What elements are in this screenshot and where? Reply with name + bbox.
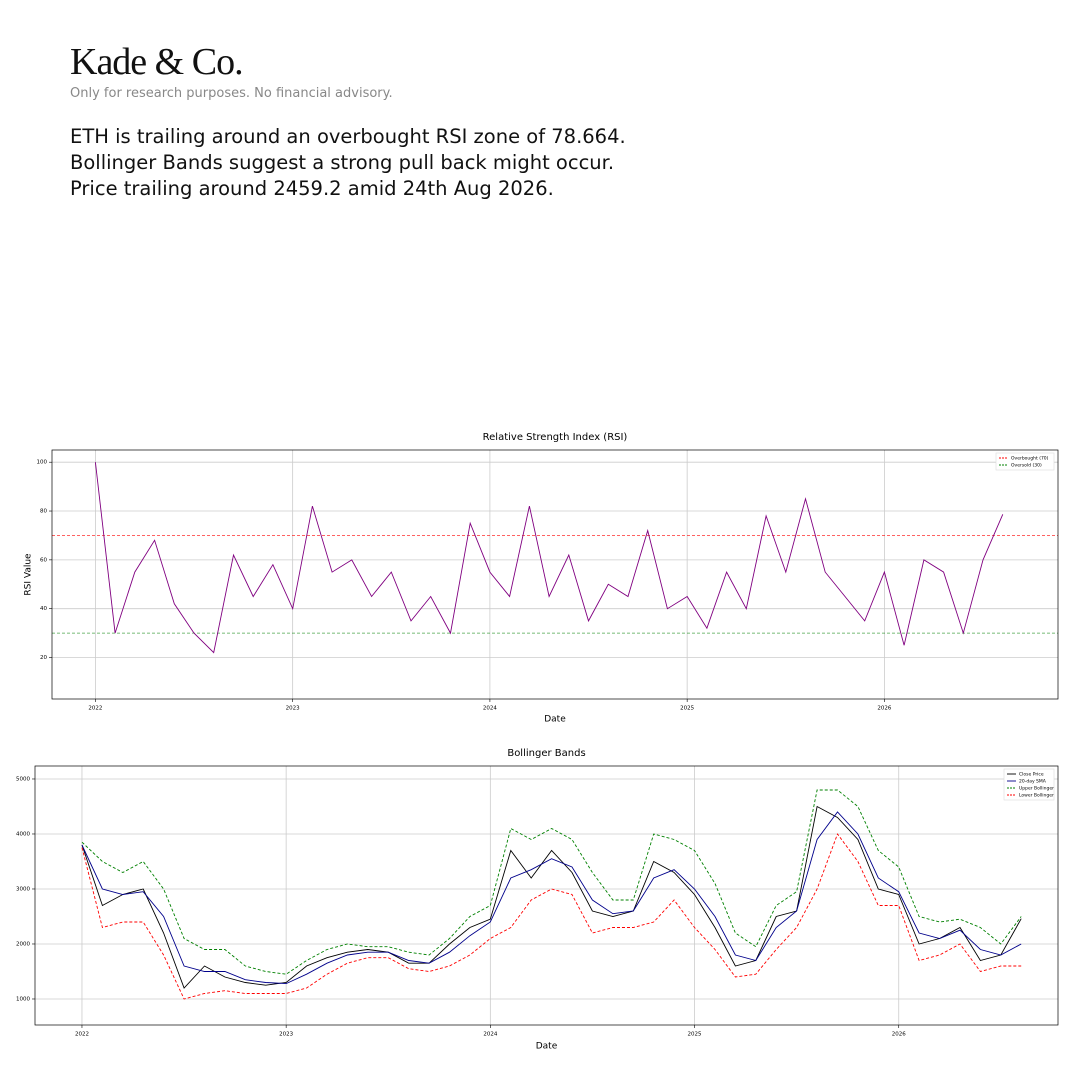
x-tick-label: 2025 [688, 1032, 702, 1038]
y-tick-label: 60 [40, 557, 47, 563]
brand: Kade & Co. [70, 41, 244, 83]
y-tick-label: 2000 [16, 941, 30, 947]
y-tick-label: 80 [40, 509, 47, 515]
x-tick-label: 2022 [88, 706, 102, 712]
x-tick-label: 2023 [279, 1032, 293, 1038]
series-line [81, 789, 1022, 975]
y-tick-label: 20 [40, 655, 47, 661]
y-tick-label: 4000 [16, 831, 30, 837]
legend-label: Lower Bollinger [1019, 793, 1054, 799]
y-axis-label: RSI Value [24, 553, 34, 596]
y-tick-label: 40 [40, 606, 47, 612]
summary-line: Price trailing around 2459.2 amid 24th A… [70, 177, 554, 200]
x-tick-label: 2024 [483, 706, 497, 712]
chart-title: Bollinger Bands [507, 748, 585, 759]
y-tick-label: 1000 [16, 996, 30, 1002]
summary-line: Bollinger Bands suggest a strong pull ba… [70, 151, 615, 174]
x-axis-label: Date [536, 1042, 558, 1052]
x-tick-label: 2026 [892, 1032, 906, 1038]
chart-title: Relative Strength Index (RSI) [483, 432, 628, 443]
legend-box [995, 452, 1055, 471]
series-line [94, 462, 1004, 654]
disclaimer: Only for research purposes. No financial… [70, 86, 393, 101]
y-tick-label: 100 [37, 460, 48, 466]
series-line [81, 805, 1022, 989]
series-line [81, 833, 1022, 1000]
series-line [81, 811, 1022, 985]
legend-label: Upper Bollinger [1019, 786, 1054, 792]
y-tick-label: 3000 [16, 886, 30, 892]
legend-label: Oversold (30) [1011, 463, 1042, 469]
x-tick-label: 2025 [680, 706, 694, 712]
x-tick-label: 2023 [286, 706, 300, 712]
plot-frame [34, 765, 1059, 1026]
legend-label: Overbought (70) [1011, 456, 1049, 462]
summary-line: ETH is trailing around an overbought RSI… [70, 125, 626, 148]
x-tick-label: 2024 [483, 1032, 497, 1038]
summary: ETH is trailing around an overbought RSI… [70, 124, 626, 202]
legend-label: Close Price [1019, 772, 1044, 778]
y-tick-label: 5000 [16, 776, 30, 782]
x-axis-label: Date [544, 715, 566, 725]
plot-frame [51, 449, 1059, 700]
x-tick-label: 2026 [877, 706, 891, 712]
x-tick-label: 2022 [75, 1032, 89, 1038]
legend-label: 20-day SMA [1019, 779, 1047, 785]
